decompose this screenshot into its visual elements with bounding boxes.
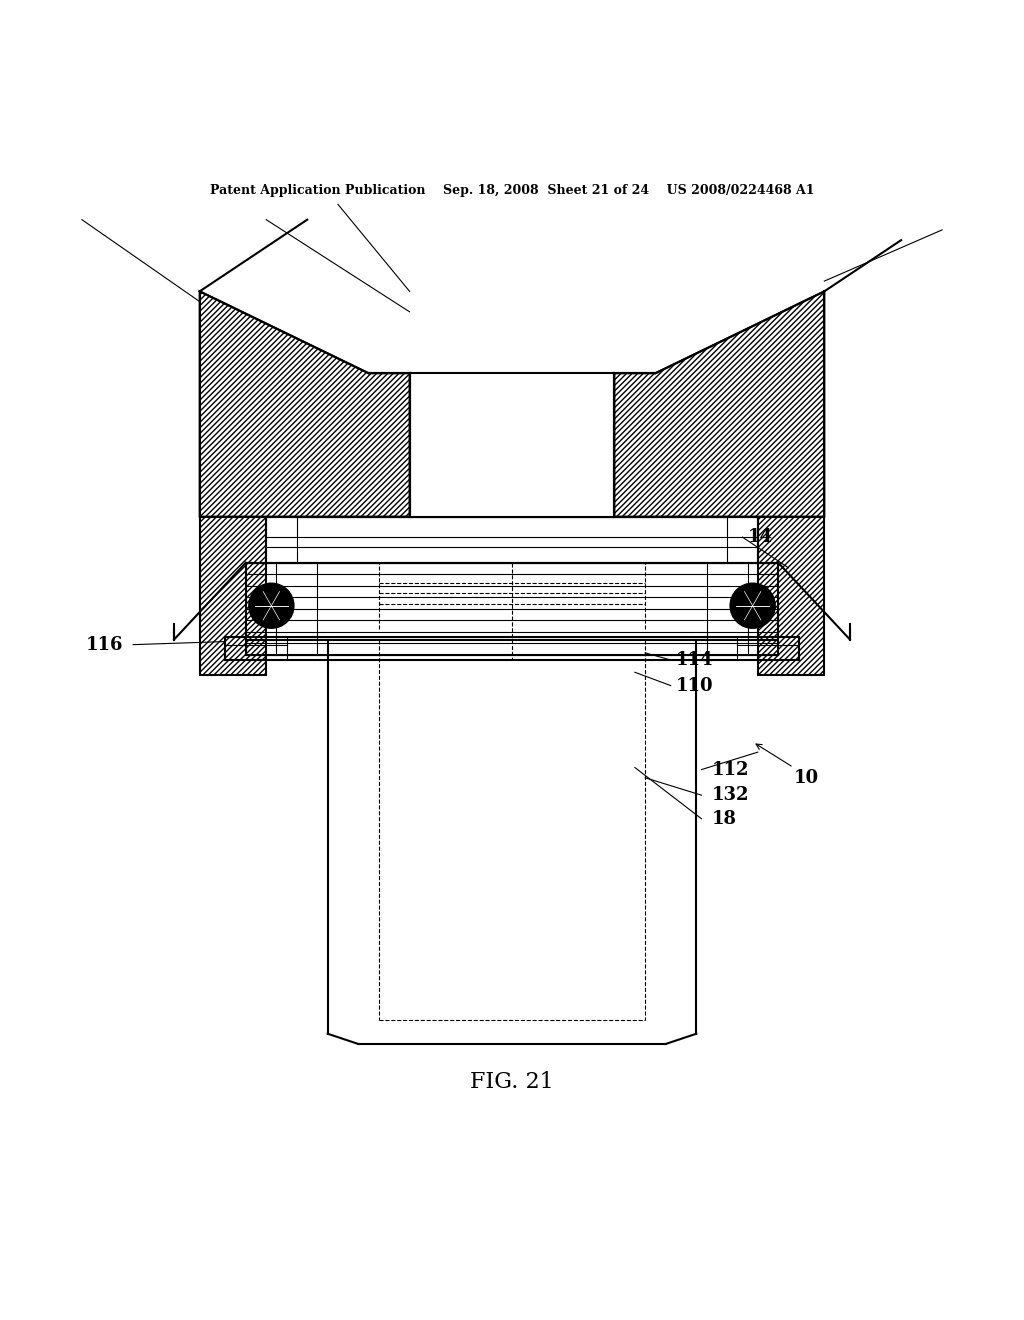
Text: 114: 114: [676, 651, 714, 669]
Text: 10: 10: [794, 768, 819, 787]
Text: FIG. 21: FIG. 21: [470, 1071, 554, 1093]
Text: 18: 18: [712, 809, 736, 828]
Text: 14: 14: [748, 528, 772, 546]
Text: 110: 110: [676, 677, 714, 694]
Text: 112: 112: [712, 760, 750, 779]
Text: 116: 116: [85, 636, 123, 653]
Polygon shape: [614, 292, 824, 516]
Circle shape: [730, 583, 775, 628]
Text: 132: 132: [712, 787, 750, 804]
Polygon shape: [266, 374, 410, 516]
Text: Patent Application Publication    Sep. 18, 2008  Sheet 21 of 24    US 2008/02244: Patent Application Publication Sep. 18, …: [210, 183, 814, 197]
Circle shape: [249, 583, 294, 628]
Polygon shape: [200, 292, 410, 516]
Polygon shape: [200, 516, 266, 676]
Polygon shape: [614, 374, 758, 516]
Polygon shape: [758, 516, 824, 676]
